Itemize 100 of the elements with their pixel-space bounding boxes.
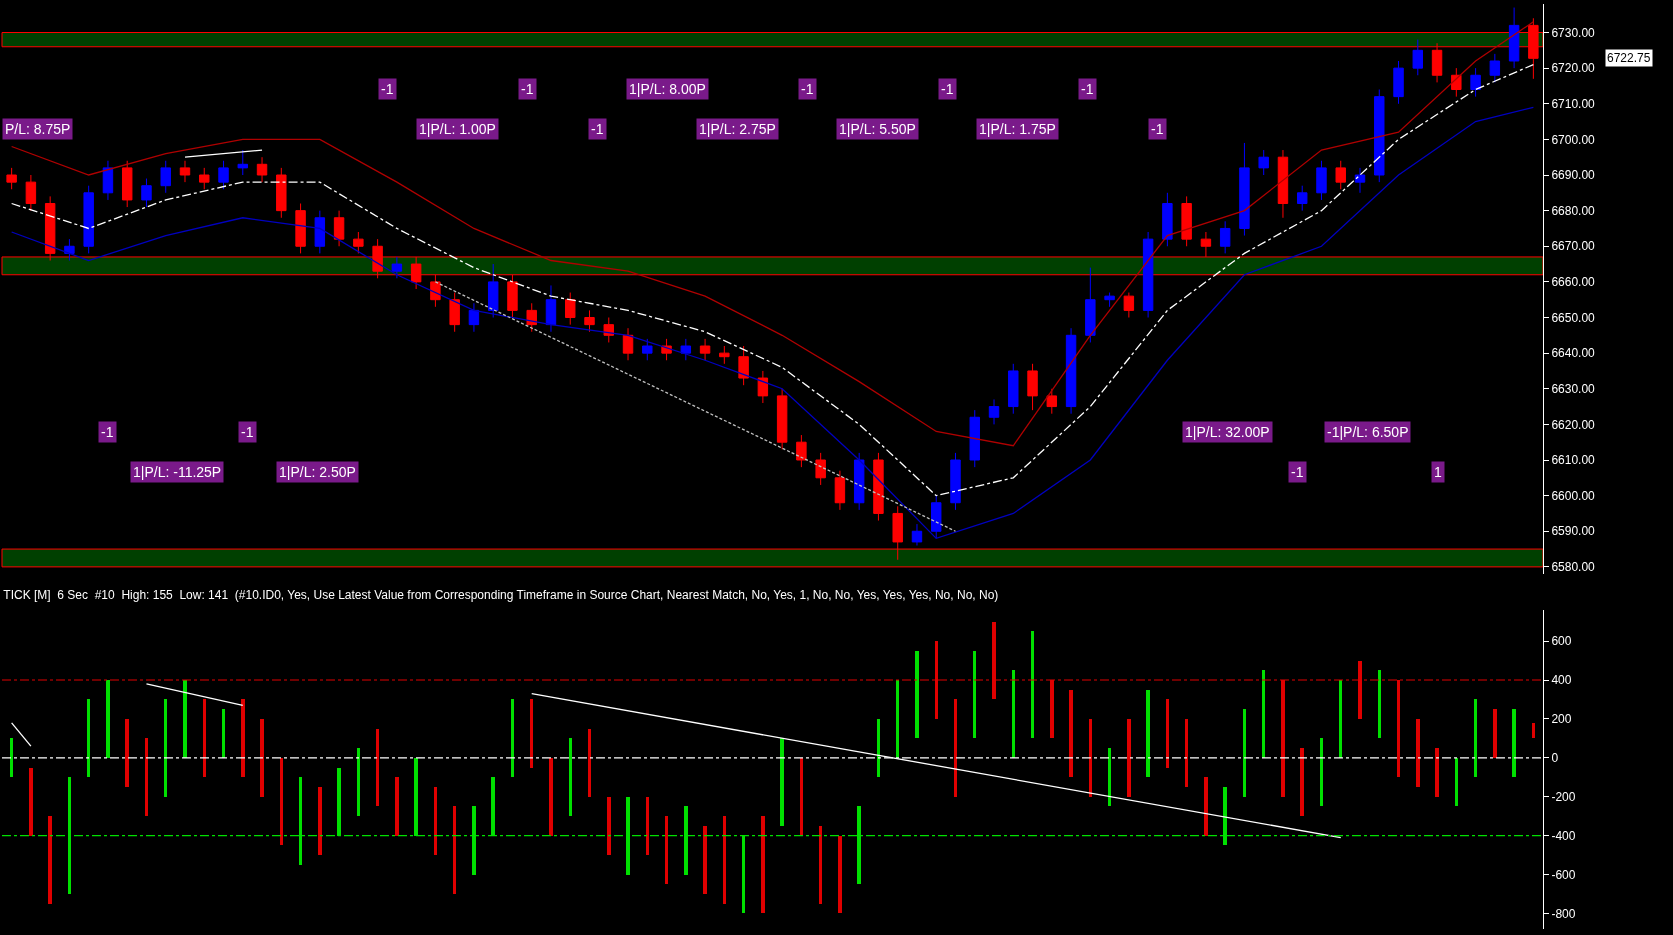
y-tick-label: 6670.00	[1551, 239, 1596, 254]
candlestick	[969, 409, 980, 468]
y-tick-label: 6680.00	[1551, 203, 1596, 218]
annotation: 1|P/L: -11.25P	[133, 464, 222, 480]
annotation: 1	[1434, 464, 1442, 480]
bar	[703, 825, 707, 894]
annotation: -1	[241, 424, 254, 440]
candlestick	[449, 292, 460, 333]
candlestick	[121, 160, 133, 208]
y-tick-label: 6700.00	[1551, 132, 1596, 147]
candlestick	[1085, 267, 1096, 343]
candlestick	[391, 256, 403, 279]
annotation: 1|P/L: 2.75P	[699, 121, 776, 137]
candlestick	[873, 452, 884, 522]
candlestick	[1354, 167, 1366, 194]
y-tick-label: 0	[1551, 751, 1559, 766]
bar	[1069, 689, 1073, 778]
candlestick	[565, 292, 576, 326]
candlestick	[468, 302, 480, 333]
candlestick	[160, 160, 171, 194]
y-tick-label: -600	[1551, 867, 1576, 882]
candlestick	[1258, 149, 1269, 176]
y-tick-label: 6600.00	[1551, 488, 1596, 503]
text: 6722.75	[1607, 51, 1651, 65]
bar	[241, 699, 245, 778]
candlestick	[218, 160, 229, 190]
y-tick-label: -200	[1551, 789, 1576, 804]
candlestick	[950, 452, 961, 511]
candlestick	[1412, 39, 1424, 76]
y-tick-label: 6610.00	[1551, 453, 1596, 468]
y-tick-label: 6630.00	[1551, 381, 1596, 396]
bar	[780, 738, 784, 826]
bar	[1435, 748, 1439, 797]
candlestick	[487, 263, 499, 318]
y-tick-label: -800	[1551, 906, 1576, 921]
bar	[1493, 709, 1497, 758]
candlestick	[102, 160, 114, 201]
candlestick	[83, 185, 94, 254]
annotation: -1	[381, 81, 394, 97]
annotation: -1	[521, 81, 534, 97]
candlestick	[1008, 363, 1019, 415]
candlestick	[179, 160, 191, 183]
candlestick	[911, 523, 923, 546]
bar	[761, 816, 765, 914]
candlestick	[1123, 292, 1135, 318]
annotation: 1|P/L: 32.00P	[1185, 424, 1270, 440]
candlestick	[6, 167, 17, 190]
y-tick-label: 6590.00	[1551, 524, 1596, 539]
candlestick	[1393, 60, 1404, 105]
candlestick	[1470, 67, 1481, 98]
candlestick	[1297, 185, 1308, 212]
y-tick-label: 200	[1551, 712, 1572, 727]
bar	[1416, 718, 1420, 788]
candlestick	[1162, 192, 1173, 247]
annotation: -1	[1291, 464, 1304, 480]
bar	[318, 787, 322, 856]
candlestick	[622, 327, 634, 361]
bar	[1146, 689, 1150, 778]
candlestick	[333, 210, 345, 247]
candlestick	[141, 178, 152, 208]
candlestick	[25, 174, 37, 212]
y-tick-label: 6650.00	[1551, 310, 1596, 325]
y-tick-label: -400	[1551, 828, 1576, 843]
y-tick-label: 6710.00	[1551, 96, 1596, 111]
candlestick	[1239, 142, 1250, 237]
y-tick-label: 6690.00	[1551, 168, 1596, 183]
candlestick	[256, 156, 268, 183]
y-tick-label: 6720.00	[1551, 61, 1596, 76]
annotation: 1|P/L: 2.50P	[279, 464, 356, 480]
candlestick	[738, 345, 749, 386]
bar	[395, 777, 399, 836]
candlestick	[776, 388, 788, 450]
bar	[607, 796, 611, 856]
candlestick	[1489, 53, 1501, 83]
candlestick	[757, 370, 769, 404]
bar	[915, 650, 919, 739]
candlestick	[1181, 195, 1192, 247]
annotation: P/L: 8.75P	[5, 121, 71, 137]
candlestick	[988, 398, 1000, 425]
bar	[48, 816, 52, 904]
candlestick	[1374, 89, 1385, 183]
bar	[549, 757, 553, 836]
bar	[183, 680, 187, 758]
candlestick	[1277, 149, 1289, 219]
candlestick	[680, 338, 692, 361]
annotation: -1	[1151, 121, 1164, 137]
annotation: -1	[941, 81, 954, 97]
bar	[838, 835, 842, 914]
candlestick	[853, 452, 865, 511]
y-tick-label: 6660.00	[1551, 275, 1596, 290]
candlestick	[642, 338, 653, 361]
annotation: 1|P/L: 8.00P	[629, 81, 706, 97]
annotation: 1|P/L: 5.50P	[839, 121, 916, 137]
bar	[1127, 718, 1131, 797]
candlestick	[1451, 67, 1462, 98]
candlestick	[1219, 220, 1231, 254]
bar	[29, 767, 33, 836]
y-tick-label: 6580.00	[1551, 560, 1596, 575]
candlestick	[314, 210, 326, 254]
candlestick	[1046, 388, 1058, 415]
